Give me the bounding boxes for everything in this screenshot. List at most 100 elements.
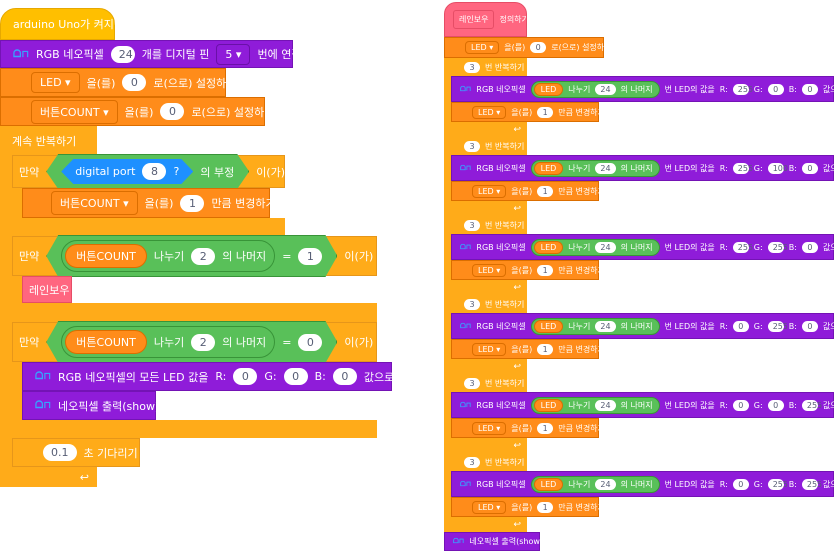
divisor-input[interactable]: 24 <box>595 162 616 174</box>
g-input[interactable]: 255 <box>767 241 788 253</box>
rhs-input[interactable]: 0 <box>298 334 322 351</box>
times-input[interactable]: 3 <box>464 298 480 310</box>
port-input[interactable]: 8 <box>142 163 166 180</box>
value-input[interactable]: 1 <box>537 501 554 513</box>
neopixel-init-block[interactable]: ᗝ⊓ RGB 네오픽셀 24 개를 디지털 핀 5 ▾ 번에 연결 <box>0 40 301 68</box>
repeat-block[interactable]: 3 번 반복하기 <box>444 58 527 76</box>
neopixel-show-block[interactable]: ᗝ⊓ 네오픽셀 출력(show) <box>444 532 543 551</box>
change-led-block[interactable]: LED ▾ 을(를) 1 만큼 변경하기 <box>451 102 605 122</box>
r-input[interactable]: 0 <box>732 320 749 332</box>
g-input[interactable]: 0 <box>767 83 784 95</box>
rhs-input[interactable]: 1 <box>298 248 322 265</box>
value-input[interactable]: 1 <box>537 185 554 197</box>
change-led-block[interactable]: LED ▾ 을(를) 1 만큼 변경하기 <box>451 181 605 201</box>
times-input[interactable]: 3 <box>464 140 480 152</box>
r-input[interactable]: 255 <box>732 162 753 174</box>
variable-reporter[interactable]: LED <box>533 161 564 175</box>
equals-operator[interactable]: 버튼COUNT 나누기 2 의 나머지 = 1 <box>46 235 337 277</box>
mod-operator[interactable]: LED 나누기 24 의 나머지 <box>530 238 660 256</box>
variable-dropdown[interactable]: LED ▾ <box>472 105 507 119</box>
value-input[interactable]: 0 <box>530 42 547 53</box>
g-input[interactable]: 100 <box>767 162 788 174</box>
times-input[interactable]: 3 <box>464 219 480 231</box>
digital-port-sensor[interactable]: digital port 8? <box>61 159 193 184</box>
equals-operator[interactable]: 버튼COUNT 나누기 2 의 나머지 = 0 <box>46 321 337 363</box>
value-input[interactable]: 1 <box>537 264 554 276</box>
variable-reporter[interactable]: LED <box>533 319 564 333</box>
g-input[interactable]: 0 <box>283 368 308 385</box>
variable-reporter[interactable]: LED <box>533 477 564 491</box>
seconds-input[interactable]: 0.1 <box>43 444 77 461</box>
when-arduino-starts-hat[interactable]: arduino Uno가 켜지면 <box>0 8 124 40</box>
value-input[interactable]: 0 <box>122 74 147 91</box>
variable-dropdown[interactable]: 버튼COUNT ▾ <box>31 99 118 124</box>
variable-dropdown[interactable]: LED ▾ <box>472 500 507 514</box>
divisor-input[interactable]: 24 <box>595 83 616 95</box>
repeat-block[interactable]: 3 번 반복하기 <box>444 453 527 471</box>
b-input[interactable]: 255 <box>801 399 822 411</box>
change-led-block[interactable]: LED ▾ 을(를) 1 만큼 변경하기 <box>451 497 605 517</box>
variable-dropdown[interactable]: LED ▾ <box>31 72 80 93</box>
variable-dropdown[interactable]: LED ▾ <box>465 41 500 54</box>
r-input[interactable]: 0 <box>732 399 749 411</box>
times-input[interactable]: 3 <box>464 377 480 389</box>
set-led-block[interactable]: LED ▾ 을(를) 0 로(으로) 설정하기 <box>0 68 236 97</box>
variable-reporter[interactable]: 버튼COUNT <box>65 244 147 268</box>
variable-dropdown[interactable]: 버튼COUNT ▾ <box>51 191 138 215</box>
g-input[interactable]: 0 <box>767 399 784 411</box>
r-input[interactable]: 0 <box>732 478 749 490</box>
r-input[interactable]: 255 <box>732 83 753 95</box>
variable-reporter[interactable]: LED <box>533 240 564 254</box>
change-button-count-block[interactable]: 버튼COUNT ▾ 을(를) 1 만큼 변경하기 <box>22 188 276 218</box>
g-input[interactable]: 255 <box>767 478 788 490</box>
set-pixel-color-block[interactable]: ᗝ⊓ RGB 네오픽셀 LED 나누기 24 의 나머지 번 LED의 값을 R: 0 G: 255… <box>451 313 835 339</box>
b-input[interactable]: 0 <box>801 162 818 174</box>
divisor-input[interactable]: 24 <box>595 241 616 253</box>
variable-dropdown[interactable]: LED ▾ <box>472 263 507 277</box>
times-input[interactable]: 3 <box>464 456 480 468</box>
variable-dropdown[interactable]: LED ▾ <box>472 342 507 356</box>
value-input[interactable]: 1 <box>537 106 554 118</box>
pin-dropdown[interactable]: 5 ▾ <box>216 43 251 65</box>
set-pixel-color-block[interactable]: ᗝ⊓ RGB 네오픽셀 LED 나누기 24 의 나머지 번 LED의 값을 R: 0 G: 255… <box>451 471 835 497</box>
set-pixel-color-block[interactable]: ᗝ⊓ RGB 네오픽셀 LED 나누기 24 의 나머지 번 LED의 값을 R: 0 G: 0 B:… <box>451 392 835 418</box>
repeat-block[interactable]: 3 번 반복하기 <box>444 137 527 155</box>
repeat-block[interactable]: 3 번 반복하기 <box>444 295 527 313</box>
variable-reporter[interactable]: 버튼COUNT <box>65 330 147 354</box>
value-input[interactable]: 1 <box>537 343 554 355</box>
mod-operator[interactable]: LED 나누기 24 의 나머지 <box>530 80 660 98</box>
mod-operator[interactable]: 버튼COUNT 나누기 2 의 나머지 <box>61 240 275 272</box>
value-input[interactable]: 0 <box>160 103 185 120</box>
set-button-count-block[interactable]: 버튼COUNT ▾ 을(를) 0 로(으로) 설정하기 <box>0 97 274 126</box>
r-input[interactable]: 255 <box>732 241 753 253</box>
set-pixel-color-block[interactable]: ᗝ⊓ RGB 네오픽셀 LED 나누기 24 의 나머지 번 LED의 값을 R: 255 G: 2… <box>451 234 835 260</box>
variable-reporter[interactable]: LED <box>533 398 564 412</box>
repeat-block[interactable]: 3 번 반복하기 <box>444 216 527 234</box>
variable-dropdown[interactable]: LED ▾ <box>472 184 507 198</box>
r-input[interactable]: 0 <box>233 368 258 385</box>
mod-operator[interactable]: LED 나누기 24 의 나머지 <box>530 475 660 493</box>
if-not-digital-block[interactable]: 만약 digital port 8? 의 부정 이(가) 참이면 <box>12 154 319 189</box>
neopixel-show-block[interactable]: ᗝ⊓ 네오픽셀 출력(show) <box>22 391 159 420</box>
set-all-leds-block[interactable]: ᗝ⊓ RGB 네오픽셀의 모든 LED 값을 R: 0 G: 0 B: 0 값으로 설… <box>22 362 418 391</box>
variable-reporter[interactable]: LED <box>533 82 564 96</box>
repeat-block[interactable]: 3 번 반복하기 <box>444 374 527 392</box>
b-input[interactable]: 255 <box>801 478 822 490</box>
count-input[interactable]: 24 <box>110 45 135 63</box>
set-led-block[interactable]: LED ▾ 을(를) 0 로(으로) 설정하기 <box>444 37 612 58</box>
divisor-input[interactable]: 2 <box>191 334 215 351</box>
change-led-block[interactable]: LED ▾ 을(를) 1 만큼 변경하기 <box>451 260 605 280</box>
not-operator[interactable]: digital port 8? 의 부정 <box>46 154 249 189</box>
set-pixel-color-block[interactable]: ᗝ⊓ RGB 네오픽셀 LED 나누기 24 의 나머지 번 LED의 값을 R: 255 G: 1… <box>451 155 835 181</box>
divisor-input[interactable]: 24 <box>595 478 616 490</box>
b-input[interactable]: 0 <box>801 320 818 332</box>
value-input[interactable]: 1 <box>537 422 554 434</box>
b-input[interactable]: 0 <box>801 241 818 253</box>
g-input[interactable]: 255 <box>767 320 788 332</box>
define-rainbow-hat[interactable]: 레인보우 정의하기 <box>444 2 529 37</box>
wait-block[interactable]: 0.1 초 기다리기 <box>12 438 140 467</box>
change-led-block[interactable]: LED ▾ 을(를) 1 만큼 변경하기 <box>451 418 605 438</box>
b-input[interactable]: 0 <box>801 83 818 95</box>
variable-dropdown[interactable]: LED ▾ <box>472 421 507 435</box>
call-rainbow-block[interactable]: 레인보우 <box>22 276 72 303</box>
